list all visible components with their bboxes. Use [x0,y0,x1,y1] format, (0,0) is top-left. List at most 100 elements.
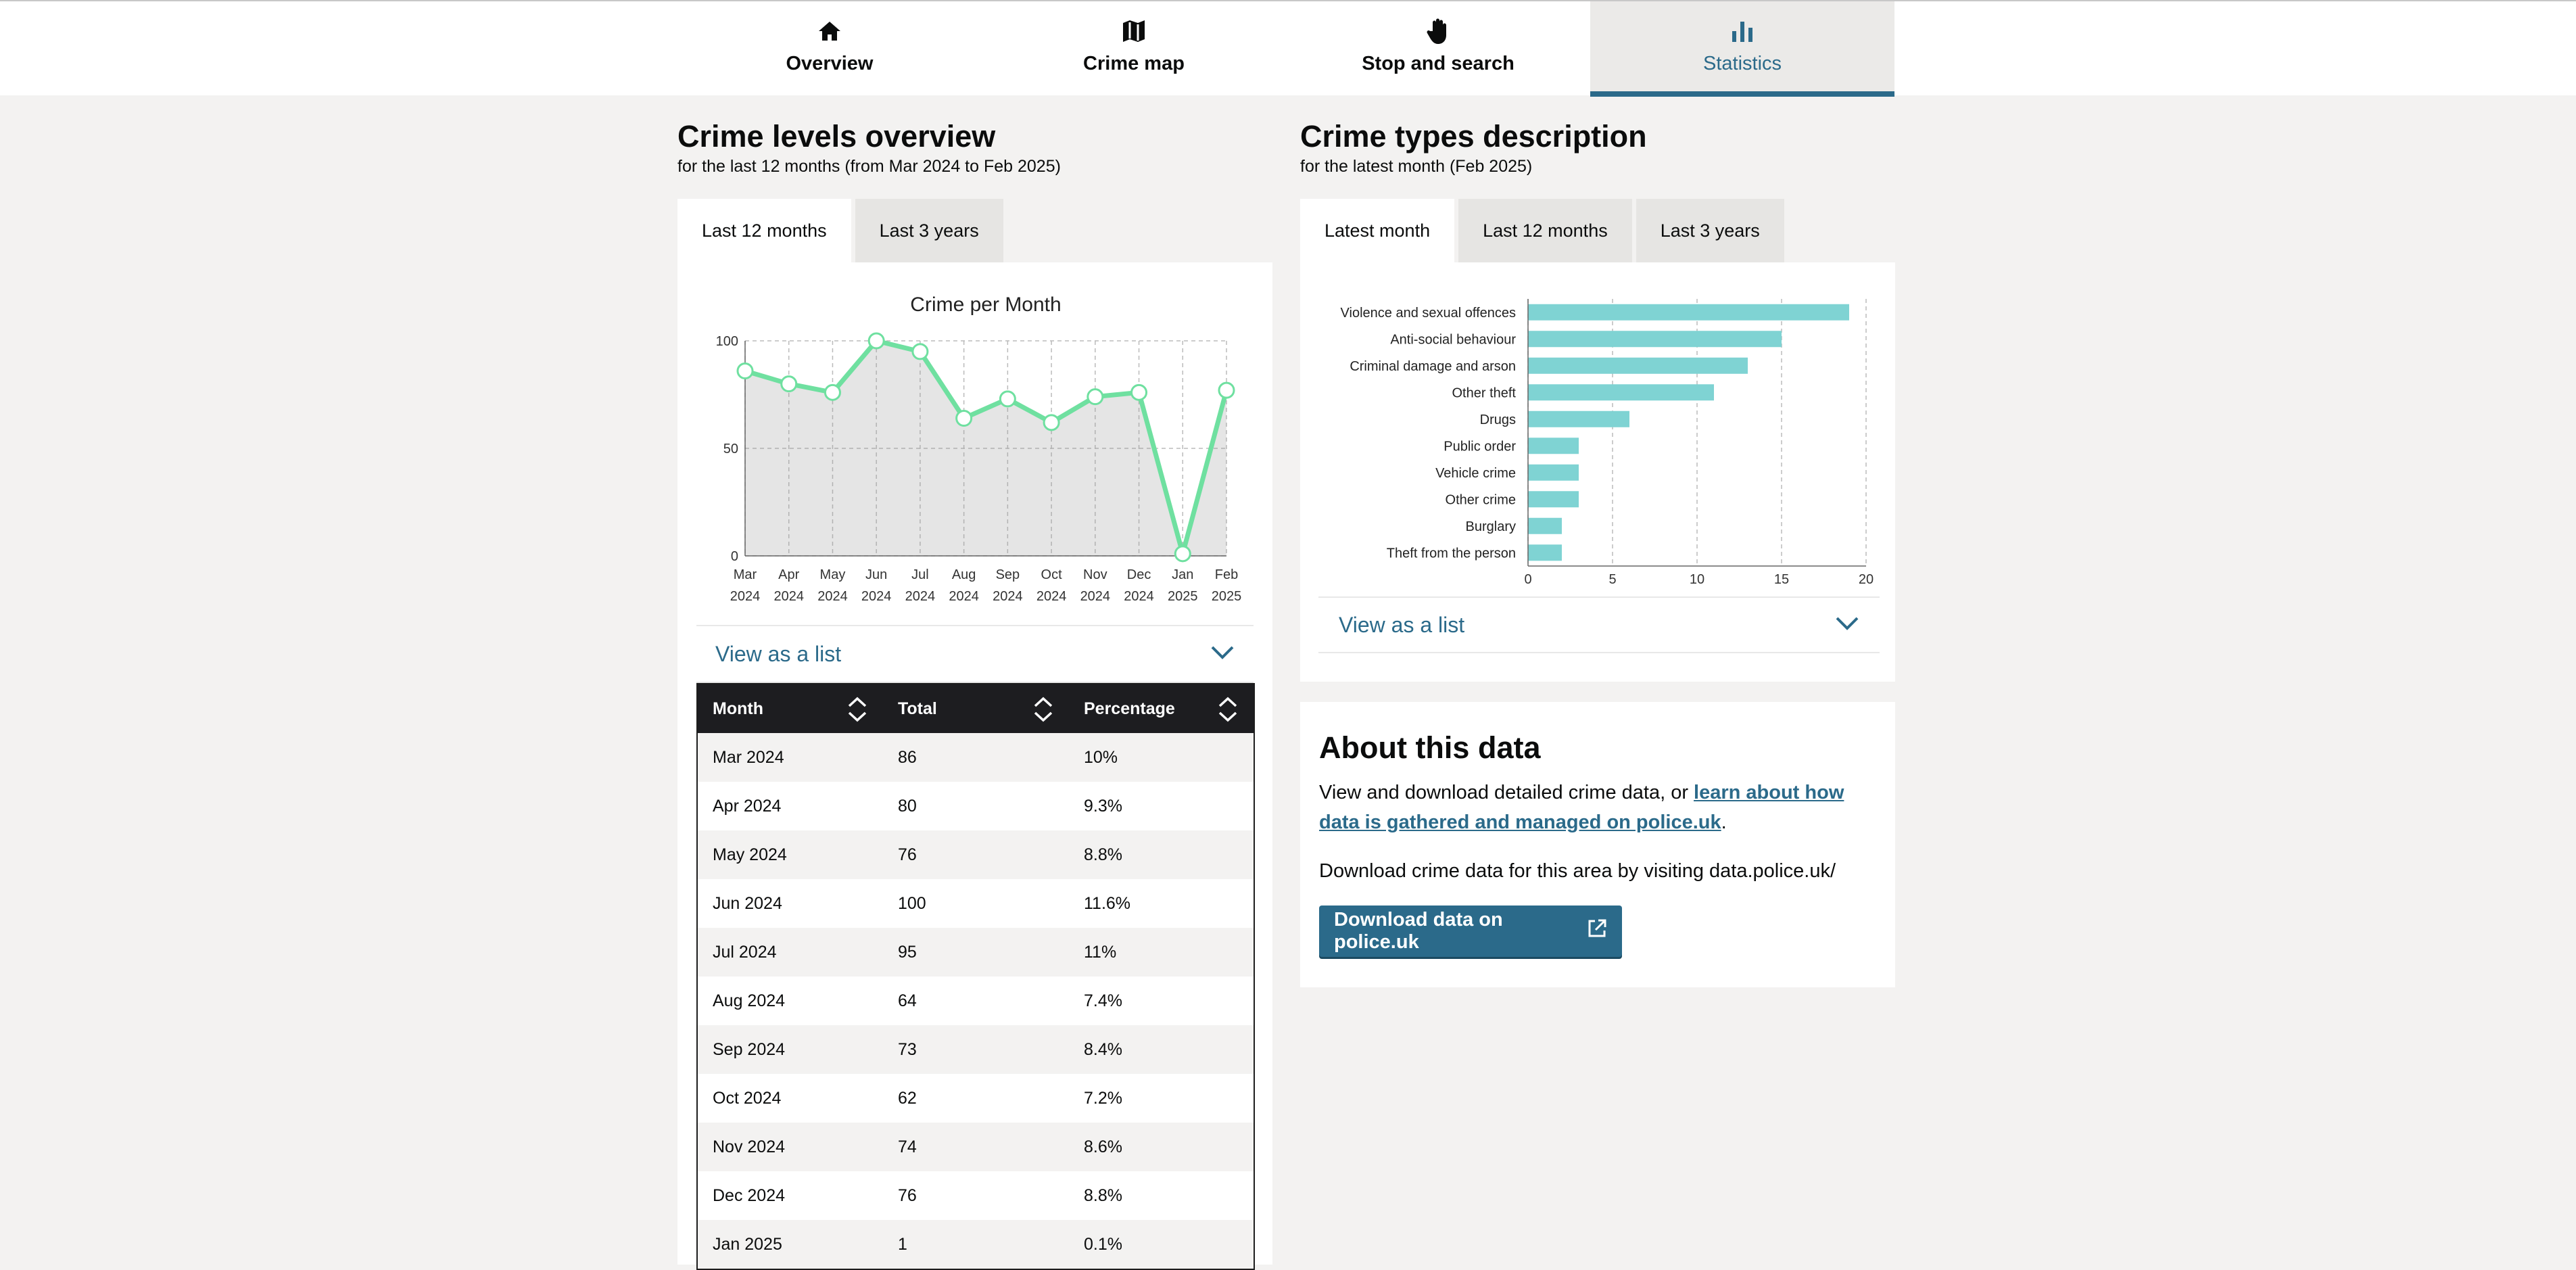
cell-month: Nov 2024 [697,1123,883,1171]
table-row: May 2024 76 8.8% [697,830,1254,879]
table-row: Nov 2024 74 8.6% [697,1123,1254,1171]
view-as-list-toggle[interactable]: View as a list [1318,596,1880,653]
x-tick-label: 2024 [730,589,761,604]
cell-percentage: 10% [1069,733,1254,782]
y-tick-label: Criminal damage and arson [1350,359,1516,374]
cell-month: Apr 2024 [697,782,883,830]
view-as-list-toggle[interactable]: View as a list [696,625,1254,683]
x-tick-label: 2024 [861,589,892,604]
y-tick-label: 0 [731,549,738,564]
crime-types-subtitle: for the latest month (Feb 2025) [1300,157,1533,176]
x-tick-label: 2024 [905,589,936,604]
download-button-label: Download data on police.uk [1334,909,1503,953]
x-tick-label: Jan [1172,567,1193,582]
sort-icon[interactable] [846,697,868,727]
view-as-list-label: View as a list [1339,612,1465,637]
nav-tab-crime-map[interactable]: Crime map [982,1,1286,97]
data-point [1218,381,1235,399]
table-row: Aug 2024 64 7.4% [697,977,1254,1025]
x-tick-label: 2024 [817,589,848,604]
x-tick-label: Oct [1041,567,1063,582]
download-data-button[interactable]: Download data on police.uk [1319,906,1622,957]
table-row: Jun 2024 100 11.6% [697,879,1254,928]
x-tick-label: Aug [952,567,976,582]
y-tick-label: Theft from the person [1387,546,1516,561]
column-header-percentage[interactable]: Percentage [1069,684,1254,733]
crime-levels-table: Month Total Percentage Mar 2024 86 10% Apr … [696,683,1255,1270]
cell-total: 62 [883,1074,1069,1123]
bar [1528,384,1714,401]
x-tick-label: 2024 [1124,589,1154,604]
x-tick-label: Nov [1083,567,1107,582]
home-icon [818,18,841,45]
x-tick-label: Sep [996,567,1020,582]
data-point [867,332,885,350]
bar [1528,438,1579,454]
nav-tab-label: Overview [786,53,874,74]
tab-last-3-years[interactable]: Last 3 years [1636,199,1784,262]
nav-tab-stop-and-search[interactable]: Stop and search [1286,1,1590,97]
cell-total: 76 [883,830,1069,879]
sort-icon[interactable] [1217,697,1239,727]
x-tick-label: 2024 [773,589,804,604]
tab-latest-month[interactable]: Latest month [1300,199,1455,262]
table-row: Sep 2024 73 8.4% [697,1025,1254,1074]
cell-month: May 2024 [697,830,883,879]
cell-percentage: 0.1% [1069,1220,1254,1269]
x-tick-label: 20 [1859,572,1874,587]
y-tick-label: Drugs [1480,413,1516,427]
x-tick-label: 2025 [1168,589,1198,604]
cell-month: Sep 2024 [697,1025,883,1074]
x-tick-label: Jun [865,567,887,582]
sort-icon[interactable] [1032,697,1054,727]
cell-percentage: 7.4% [1069,977,1254,1025]
chart-title: Crime per Month [910,293,1061,316]
cell-percentage: 8.8% [1069,1171,1254,1220]
tab-last-3-years[interactable]: Last 3 years [855,199,1003,262]
cell-total: 1 [883,1220,1069,1269]
cell-percentage: 11% [1069,928,1254,977]
y-tick-label: Other theft [1452,385,1517,400]
nav-tab-overview[interactable]: Overview [677,1,982,97]
x-tick-label: Mar [734,567,757,582]
cell-percentage: 11.6% [1069,879,1254,928]
cell-total: 95 [883,928,1069,977]
crime-levels-title: Crime levels overview [677,119,996,154]
view-as-list-label: View as a list [715,641,842,666]
y-tick-label: Vehicle crime [1435,466,1516,481]
area-fill [745,341,1226,556]
cell-percentage: 7.2% [1069,1074,1254,1123]
crime-types-tabs: Latest month Last 12 months Last 3 years [1300,199,1784,262]
x-tick-label: Jul [911,567,929,582]
cell-total: 64 [883,977,1069,1025]
tab-last-12-months[interactable]: Last 12 months [677,199,851,262]
x-tick-label: 2024 [949,589,979,604]
nav-tab-label: Crime map [1083,53,1185,74]
y-tick-label: Burglary [1466,519,1516,534]
crime-types-chart: 0 5 10 15 20 Violence and sexual offences Anti… [1341,299,1874,587]
y-tick-label: Anti-social behaviour [1390,332,1516,347]
data-point [1087,388,1104,406]
x-tick-label: Dec [1127,567,1151,582]
map-icon [1122,18,1146,45]
x-tick-label: May [820,567,846,582]
cell-total: 100 [883,879,1069,928]
cell-month: Mar 2024 [697,733,883,782]
table-row: Jan 2025 1 0.1% [697,1220,1254,1269]
cell-month: Dec 2024 [697,1171,883,1220]
bar [1528,517,1562,534]
x-tick-label: 15 [1774,572,1789,587]
table-row: Mar 2024 86 10% [697,733,1254,782]
data-point [1043,414,1060,431]
external-link-icon [1587,918,1607,944]
top-navigation: Overview Crime map Stop and search Stati… [0,0,2576,97]
nav-tab-statistics[interactable]: Statistics [1590,1,1894,97]
cell-total: 74 [883,1123,1069,1171]
tab-last-12-months[interactable]: Last 12 months [1458,199,1632,262]
column-header-month[interactable]: Month [697,684,883,733]
chevron-down-icon [1210,645,1235,663]
column-header-total[interactable]: Total [883,684,1069,733]
x-tick-label: 2024 [1080,589,1111,604]
table-row: Apr 2024 80 9.3% [697,782,1254,830]
learn-more-link[interactable]: learn about how data is gathered and man… [1319,782,1844,833]
